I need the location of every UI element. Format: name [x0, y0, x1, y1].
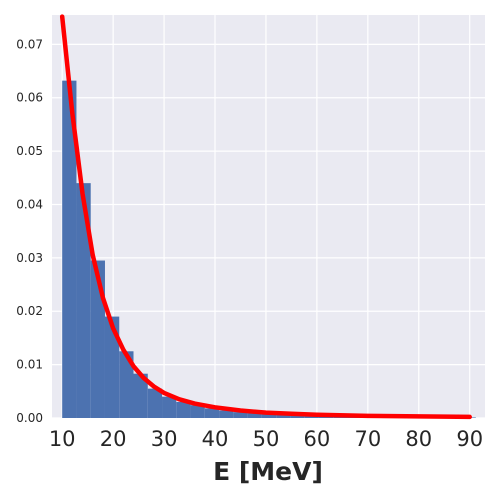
- y-axis-ticks: 0.00 0.01 0.02 0.03 0.04 0.05 0.06 0.07: [16, 37, 43, 425]
- histogram-bar: [162, 396, 177, 418]
- y-tick-label: 0.01: [16, 358, 43, 372]
- x-axis-ticks: 10 20 30 40 50 60 70 80 90: [49, 427, 483, 451]
- histogram-bar: [276, 414, 291, 418]
- fit-curve: [59, 14, 472, 420]
- histogram-bar: [304, 415, 319, 418]
- histogram-bar: [261, 414, 277, 418]
- x-tick-label: 50: [253, 427, 280, 451]
- x-tick-label: 60: [304, 427, 331, 451]
- histogram-bar: [104, 316, 120, 418]
- x-tick-label: 40: [202, 427, 229, 451]
- histogram-bar: [290, 415, 305, 418]
- histogram-bar: [219, 410, 234, 418]
- histogram-bars: [62, 80, 476, 419]
- y-tick-label: 0.04: [16, 197, 43, 211]
- histogram-bar: [176, 401, 191, 418]
- x-tick-label: 70: [354, 427, 381, 451]
- x-axis-label: E [MeV]: [213, 457, 323, 486]
- y-tick-label: 0.03: [16, 251, 43, 265]
- histogram-bar: [62, 80, 77, 419]
- y-tick-label: 0.06: [16, 91, 43, 105]
- histogram-bar: [76, 183, 91, 418]
- x-tick-label: 10: [49, 427, 76, 451]
- histogram-bar: [147, 388, 163, 418]
- histogram-bar: [247, 413, 262, 418]
- x-tick-label: 80: [405, 427, 432, 451]
- histogram-bar: [133, 373, 148, 418]
- x-tick-label: 20: [100, 427, 127, 451]
- histogram-bar: [119, 351, 134, 418]
- histogram-bar: [204, 408, 220, 418]
- histogram-bar: [190, 405, 205, 418]
- x-tick-label: 30: [151, 427, 178, 451]
- y-tick-label: 0.00: [16, 411, 43, 425]
- y-tick-label: 0.05: [16, 144, 43, 158]
- fit-curve-line: [59, 14, 472, 420]
- x-tick-label: 90: [456, 427, 483, 451]
- histogram-bar: [233, 412, 248, 418]
- y-tick-label: 0.07: [16, 37, 43, 51]
- y-tick-label: 0.02: [16, 304, 43, 318]
